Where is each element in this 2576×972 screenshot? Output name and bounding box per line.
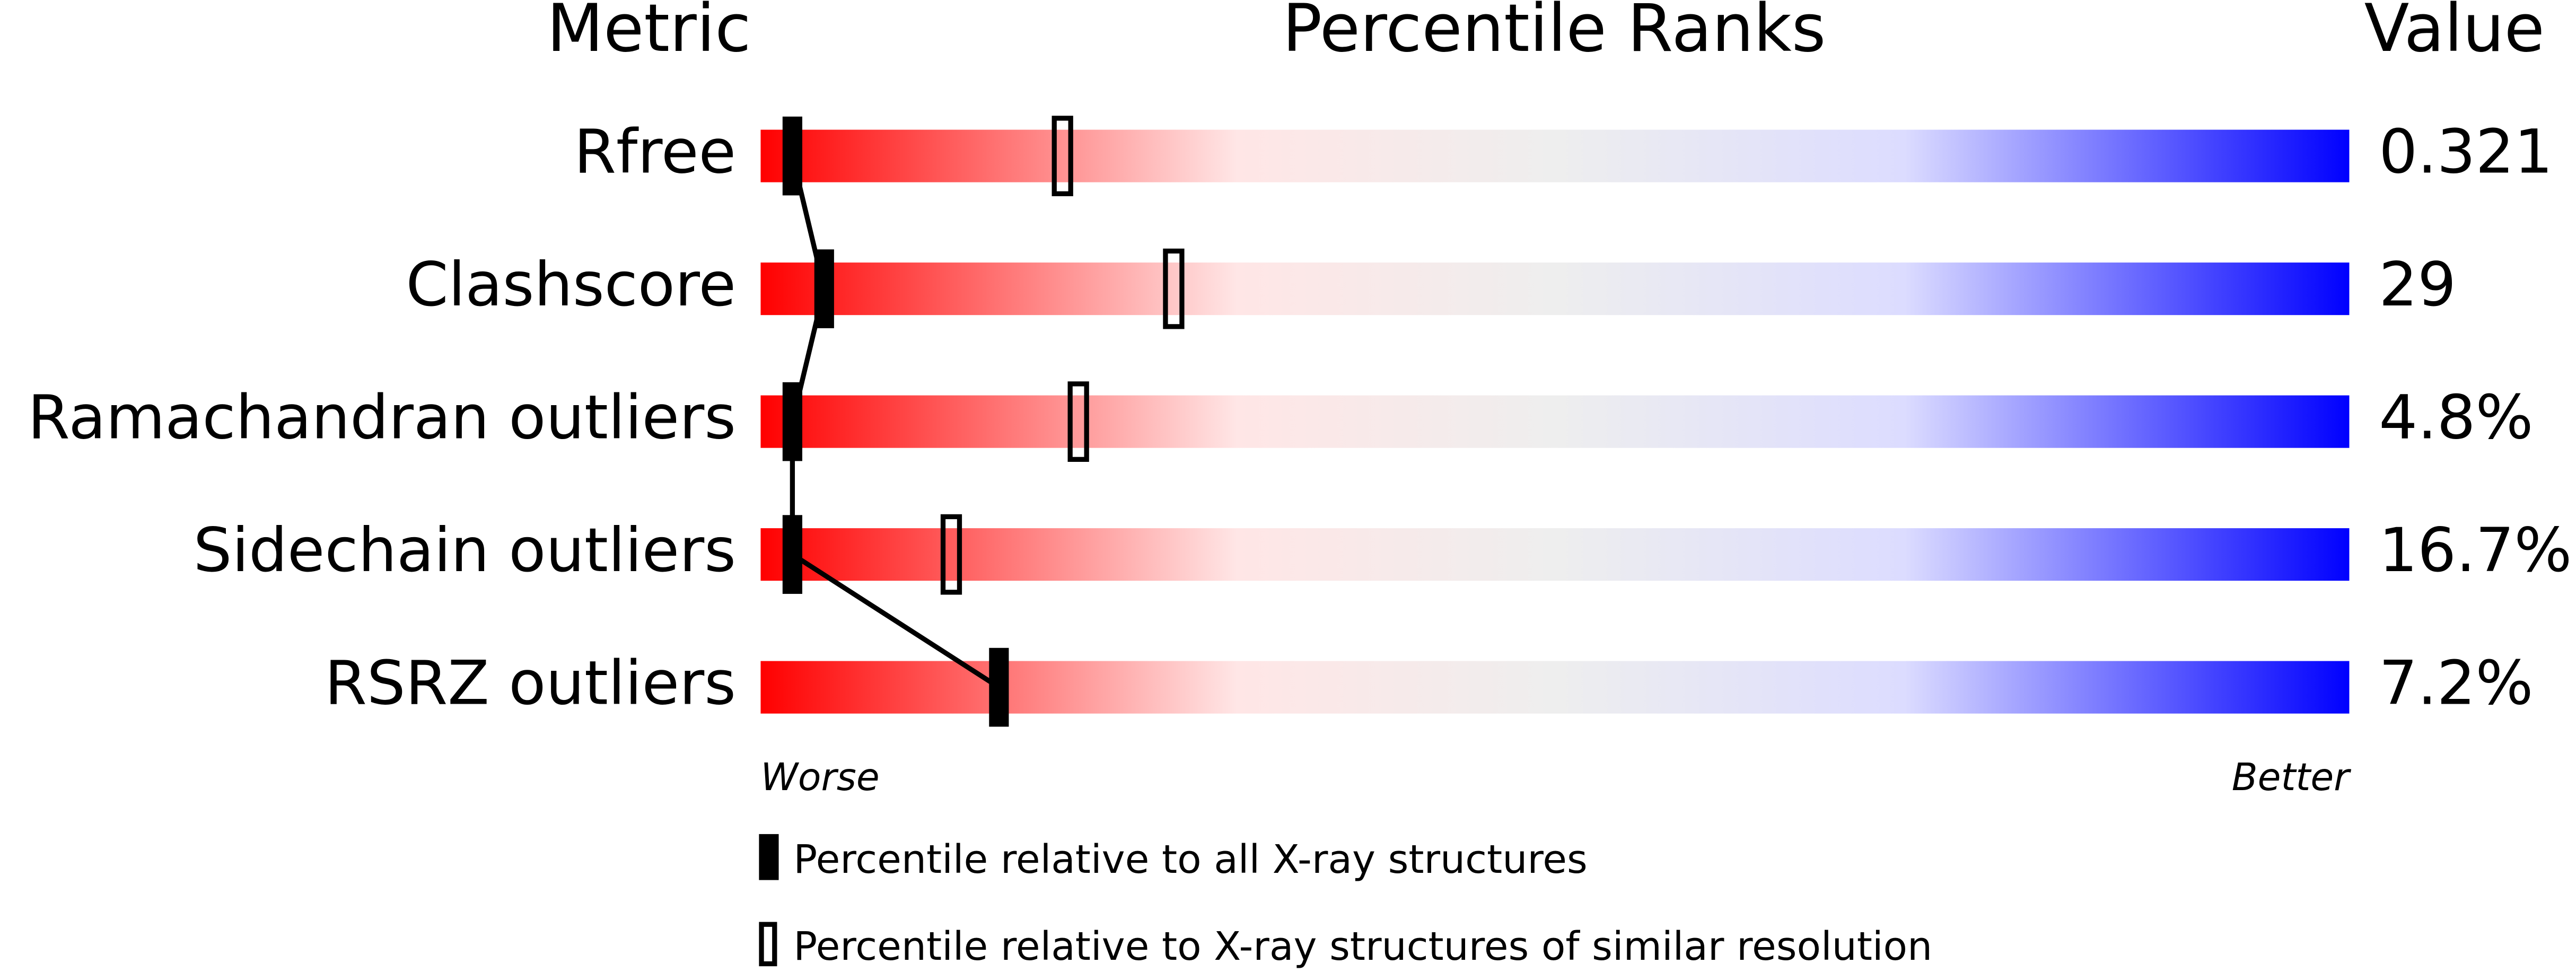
slider-bar	[760, 395, 2350, 448]
percentile-marker-all	[782, 382, 802, 461]
slider-bar	[760, 528, 2350, 581]
header-value: Value	[2364, 0, 2545, 67]
header-metric: Metric	[547, 0, 751, 67]
percentile-marker-similar	[1052, 116, 1073, 197]
metric-label: Sidechain outliers	[194, 515, 736, 586]
metric-value: 4.8%	[2379, 382, 2533, 453]
legend-swatch	[759, 922, 777, 967]
percentile-marker-all	[989, 647, 1009, 727]
percentile-marker-all	[782, 515, 802, 594]
metric-label: Rfree	[574, 117, 736, 187]
metric-label: Clashscore	[406, 250, 736, 320]
metric-value: 16.7%	[2379, 515, 2572, 586]
percentile-marker-similar	[1067, 381, 1089, 462]
axis-low-label: Worse	[760, 755, 879, 799]
slider-bar	[760, 661, 2350, 714]
percentile-marker-similar	[940, 514, 962, 595]
percentile-marker-similar	[1163, 248, 1185, 329]
header-percentile: Percentile Ranks	[1282, 0, 1826, 67]
metric-value: 0.321	[2379, 117, 2553, 187]
legend-label: Percentile relative to X-ray structures …	[793, 923, 1932, 969]
metric-label: RSRZ outliers	[325, 648, 736, 719]
slider-bar	[760, 129, 2350, 182]
metric-value: 7.2%	[2379, 648, 2533, 719]
legend-label: Percentile relative to all X-ray structu…	[793, 836, 1587, 882]
percentile-marker-all	[782, 116, 802, 196]
percentile-marker-all	[814, 249, 834, 328]
metric-value: 29	[2379, 250, 2456, 320]
legend-swatch	[759, 834, 779, 880]
axis-high-label: Better	[2232, 755, 2351, 799]
slider-bar	[760, 262, 2350, 316]
metric-label: Ramachandran outliers	[28, 382, 736, 453]
